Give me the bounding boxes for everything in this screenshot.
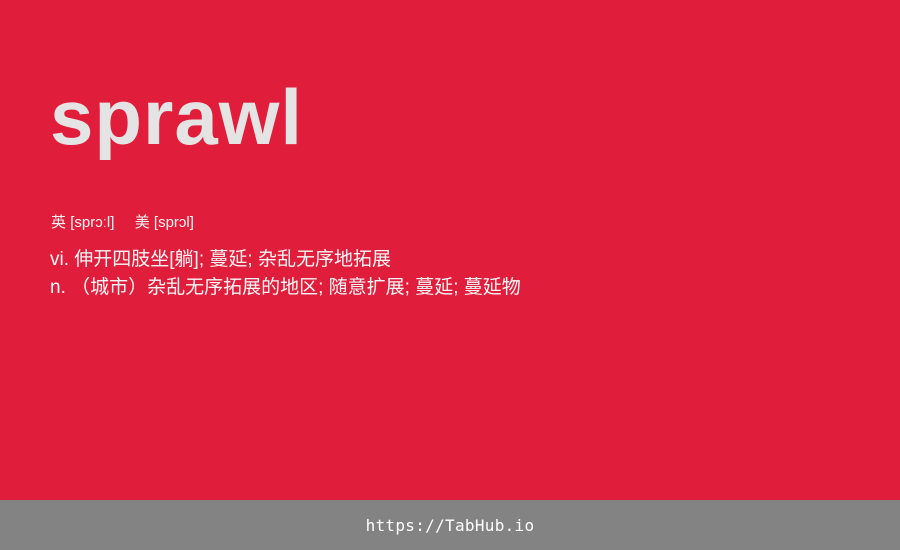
tabhub-link[interactable]: https://TabHub.io [365,515,535,535]
uk-label: 英 [51,214,67,231]
footer-bar: https://TabHub.io [0,500,900,550]
definition-noun: n. （城市）杂乱无序拓展的地区; 随意扩展; 蔓延; 蔓延物 [50,277,521,298]
definitions: vi. 伸开四肢坐[躺]; 蔓延; 杂乱无序地拓展 n. （城市）杂乱无序拓展的… [50,246,521,302]
us-phonetic: [sprɔl] [153,214,194,231]
word-card: sprawl 英 [sprɔːl] 美 [sprɔl] vi. 伸开四肢坐[躺]… [50,73,521,302]
headword: sprawl [50,73,304,161]
definition-verb: vi. 伸开四肢坐[躺]; 蔓延; 杂乱无序地拓展 [50,249,391,270]
us-label: 美 [134,214,150,231]
uk-phonetic: [sprɔːl] [70,214,115,231]
phonetics-row: 英 [sprɔːl] 美 [sprɔl] [51,212,194,234]
